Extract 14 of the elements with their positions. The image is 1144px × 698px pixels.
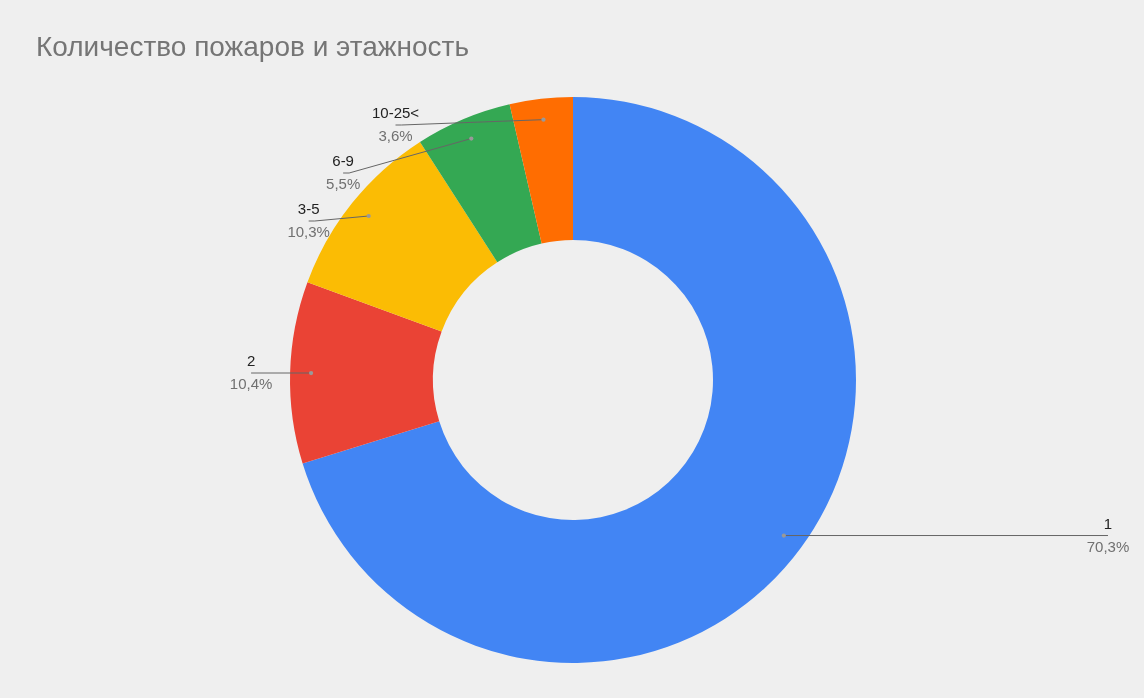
donut-slice bbox=[290, 282, 442, 464]
slice-label: 1 bbox=[1103, 514, 1113, 532]
data-label: 70,3% bbox=[1086, 537, 1130, 555]
data-label: 10,4% bbox=[229, 375, 273, 393]
donut-slice bbox=[420, 104, 542, 263]
slice-label: 6-9 bbox=[332, 152, 354, 169]
chart-title: Количество пожаров и этажность bbox=[36, 31, 470, 62]
data-label: 5,5% bbox=[326, 175, 361, 192]
slice-label: 3-5 bbox=[297, 200, 320, 217]
data-label: 10,3% bbox=[287, 223, 330, 240]
slice-label: 10-25< bbox=[371, 104, 420, 121]
data-label: 3,6% bbox=[378, 127, 413, 144]
donut-slice bbox=[509, 97, 573, 244]
slice-label: 2 bbox=[246, 352, 256, 370]
